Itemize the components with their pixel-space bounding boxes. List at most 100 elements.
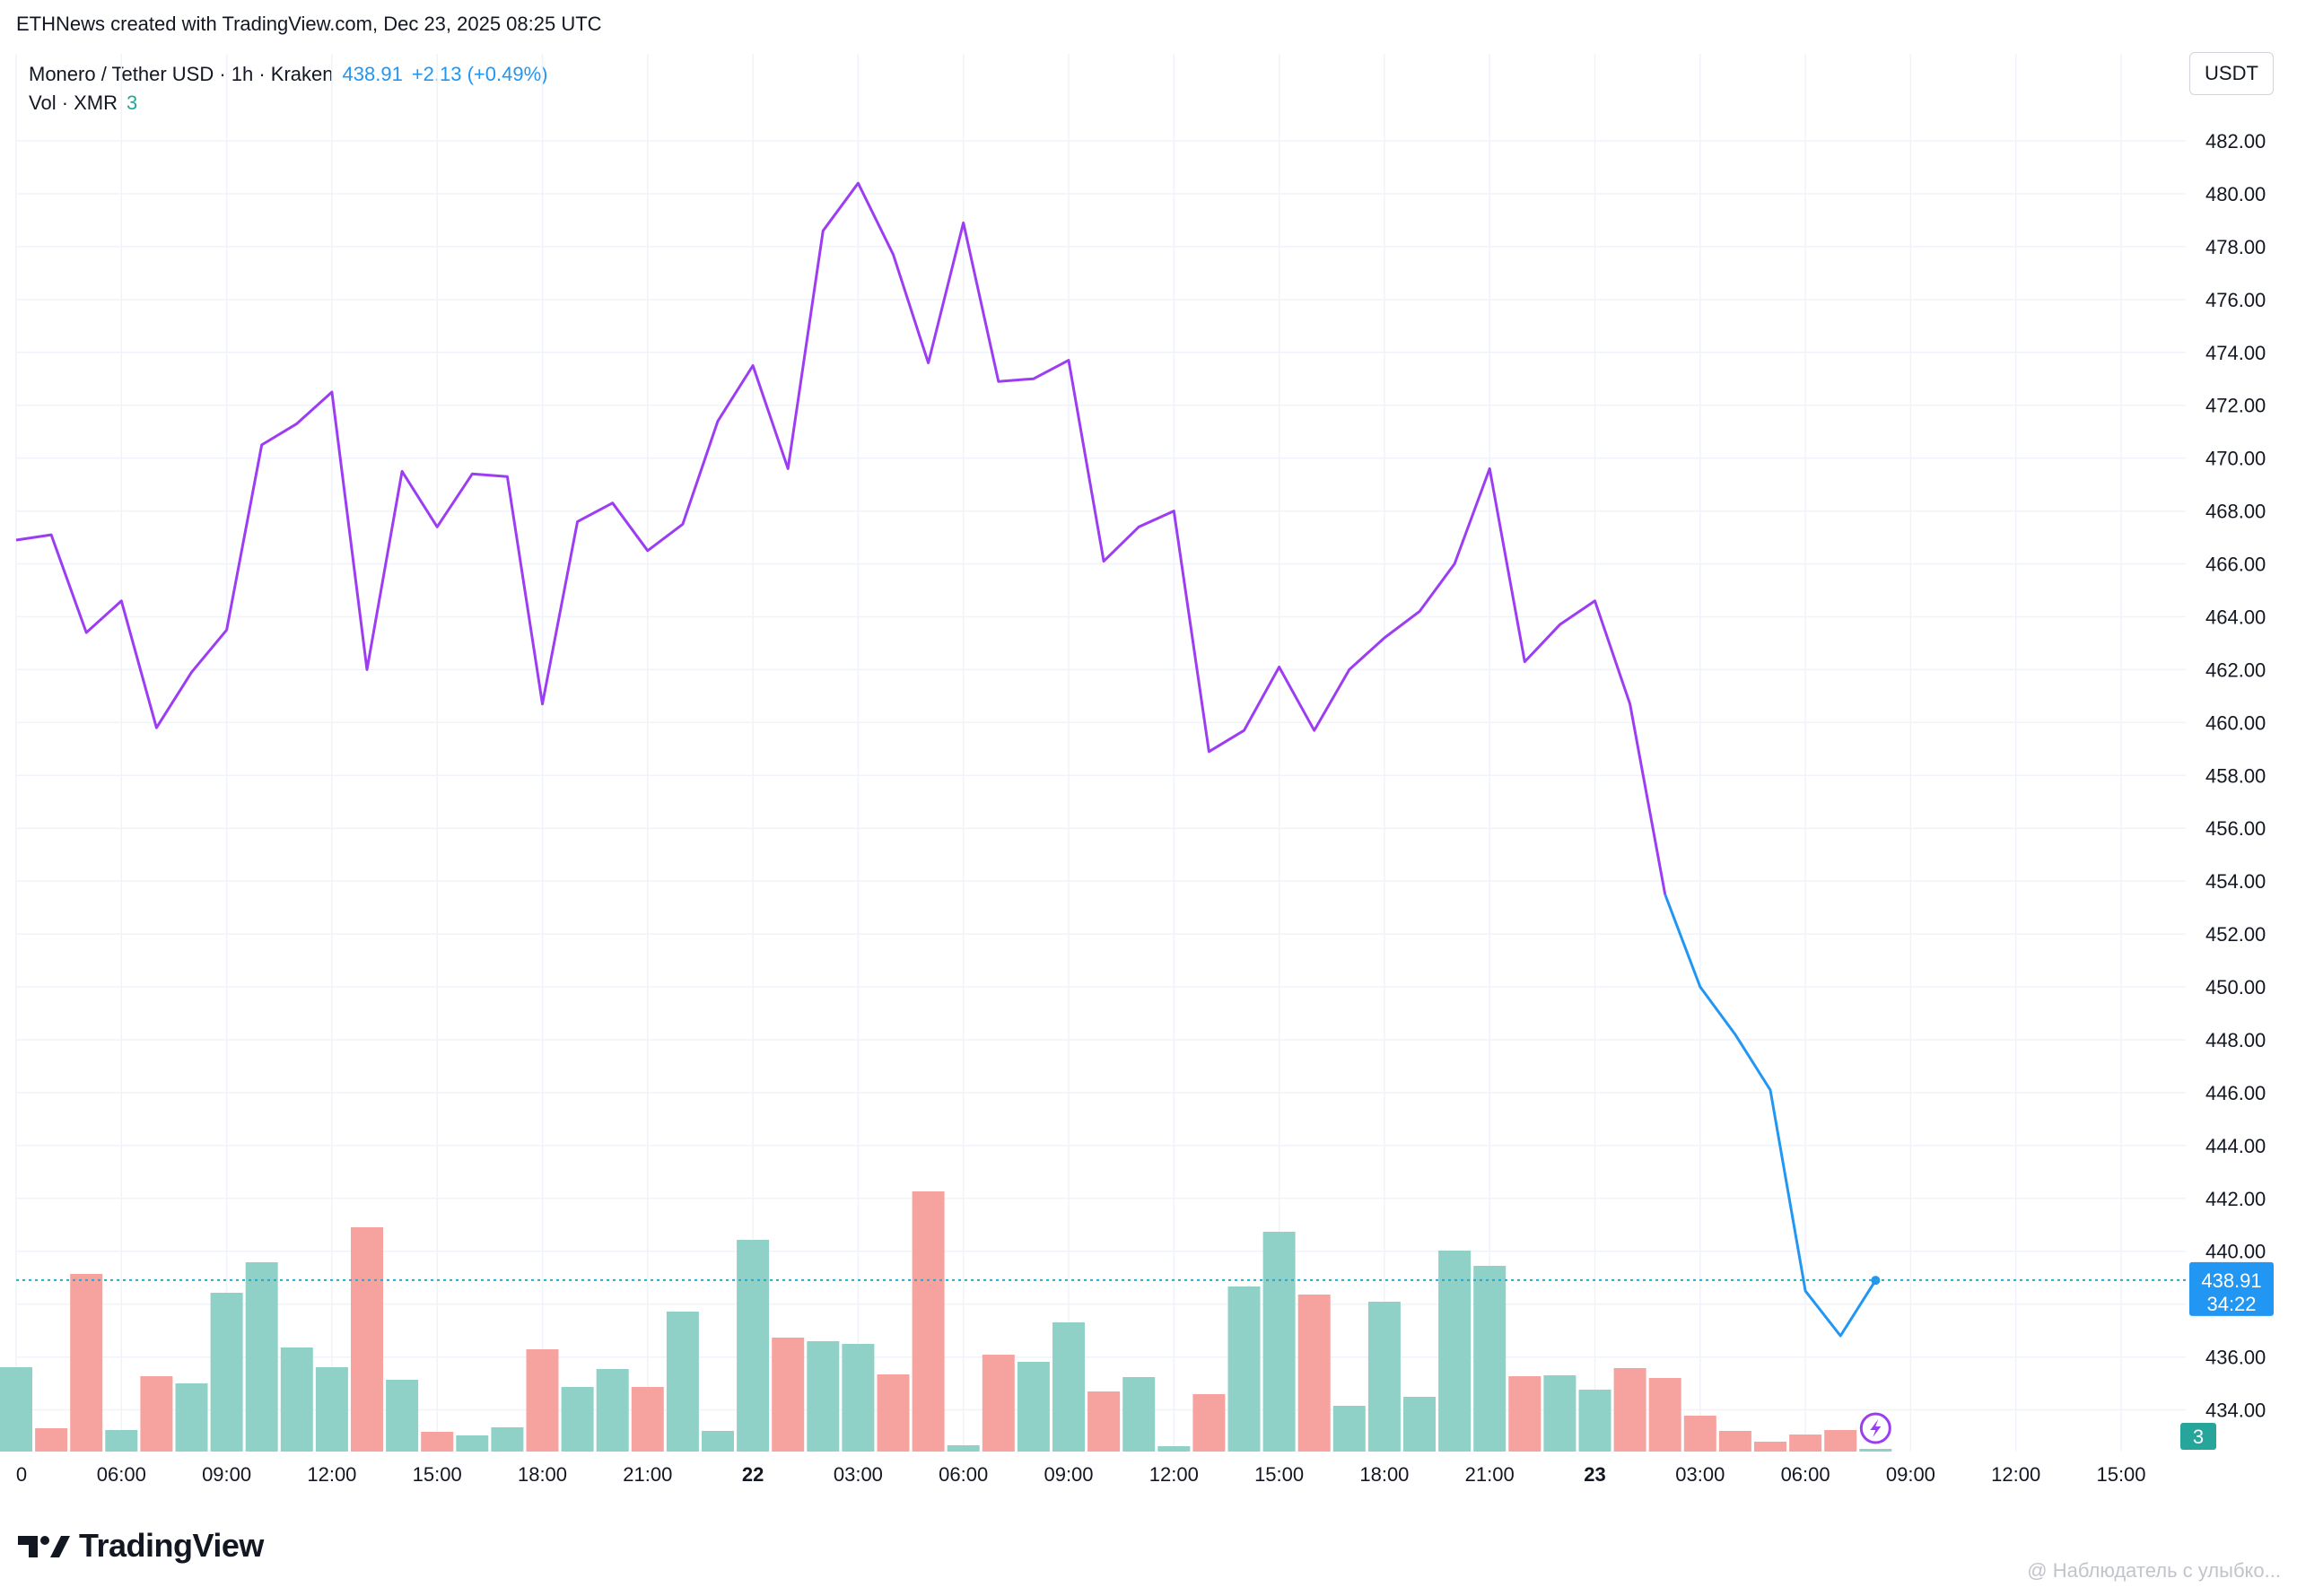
price-tick-label: 444.00 — [2205, 1135, 2266, 1157]
time-tick-label: 06:00 — [97, 1463, 146, 1486]
price-tick-label: 466.00 — [2205, 554, 2266, 576]
volume-bar — [1438, 1251, 1472, 1452]
price-tick-label: 456.00 — [2205, 817, 2266, 840]
currency-unit-button[interactable]: USDT — [2189, 52, 2274, 95]
volume-bar — [140, 1376, 173, 1452]
volume-bar — [105, 1430, 138, 1452]
watermark-text: @ Наблюдатель с улыбко... — [2027, 1559, 2281, 1582]
current-price-tag — [2189, 1261, 2274, 1316]
volume-bar — [1332, 1406, 1366, 1452]
chart-grid — [15, 54, 2186, 1452]
time-tick-label: 0 — [16, 1463, 27, 1486]
time-tick-label: 12:00 — [1991, 1463, 2040, 1486]
volume-bars — [0, 1191, 1892, 1452]
volume-bar — [561, 1387, 594, 1452]
price-tick-label: 468.00 — [2205, 501, 2266, 523]
time-tick-label: 23 — [1584, 1463, 1605, 1486]
time-tick-label: 09:00 — [1044, 1463, 1093, 1486]
volume-bar — [1789, 1435, 1822, 1452]
lightning-bolt-icon — [1870, 1419, 1882, 1437]
volume-bar — [386, 1380, 419, 1452]
volume-bar — [351, 1227, 383, 1452]
time-tick-label: 21:00 — [623, 1463, 672, 1486]
time-tick-label: 21:00 — [1465, 1463, 1515, 1486]
volume-bar — [1683, 1416, 1716, 1452]
volume-bar — [842, 1344, 875, 1452]
volume-bar — [1122, 1377, 1156, 1452]
price-tick-label: 450.00 — [2205, 976, 2266, 999]
volume-bar — [737, 1240, 770, 1452]
volume-bar — [596, 1369, 629, 1452]
bar-countdown: 34:22 — [2206, 1293, 2256, 1315]
price-tick-label: 476.00 — [2205, 289, 2266, 311]
time-tick-label: 18:00 — [518, 1463, 567, 1486]
symbol-legend[interactable]: Monero / Tether USD · 1h · Kraken 438.91… — [29, 63, 548, 86]
volume-title[interactable]: Vol · XMR — [29, 92, 118, 114]
volume-bar — [1578, 1390, 1611, 1452]
price-tick-label: 436.00 — [2205, 1347, 2266, 1369]
volume-bar — [1403, 1397, 1436, 1452]
price-tick-label: 472.00 — [2205, 395, 2266, 417]
volume-bar — [1543, 1375, 1576, 1452]
volume-bar — [35, 1428, 68, 1452]
volume-bar — [1087, 1391, 1121, 1452]
price-tick-label: 452.00 — [2205, 923, 2266, 946]
volume-bar — [1613, 1368, 1646, 1452]
volume-bar — [666, 1312, 699, 1452]
price-tick-label: 446.00 — [2205, 1082, 2266, 1104]
price-line-segment — [1664, 894, 1877, 1338]
volume-bar — [772, 1338, 805, 1452]
volume-bar — [1192, 1394, 1226, 1452]
time-tick-label: 15:00 — [2096, 1463, 2145, 1486]
time-tick-label: 18:00 — [1359, 1463, 1409, 1486]
volume-bar — [1859, 1449, 1892, 1452]
price-tick-label: 478.00 — [2205, 236, 2266, 258]
volume-bar — [807, 1341, 840, 1452]
volume-bar — [912, 1191, 945, 1452]
price-tick-label: 470.00 — [2205, 448, 2266, 470]
volume-bar — [1157, 1446, 1191, 1452]
volume-bar — [421, 1432, 454, 1452]
price-tick-label: 448.00 — [2205, 1029, 2266, 1051]
volume-bar — [1297, 1295, 1331, 1452]
price-tick-label: 458.00 — [2205, 764, 2266, 787]
volume-tag-value: 3 — [2193, 1426, 2204, 1448]
last-price: 438.91 — [342, 63, 403, 85]
volume-bar — [1648, 1378, 1681, 1452]
volume-bar — [1754, 1442, 1786, 1452]
time-axis: 0 06:00 09:00 12:00 15:00 18:00 21:00 22 03:00 06… — [16, 1463, 2146, 1486]
time-tick-label: 06:00 — [939, 1463, 988, 1486]
time-tick-label: 09:00 — [202, 1463, 251, 1486]
time-tick-label: 03:00 — [834, 1463, 883, 1486]
volume-bar — [947, 1445, 980, 1452]
volume-bar — [982, 1355, 1015, 1452]
volume-bar — [631, 1387, 664, 1452]
time-tick-label: 12:00 — [307, 1463, 356, 1486]
price-tick-label: 482.00 — [2205, 130, 2266, 153]
time-tick-label: 09:00 — [1886, 1463, 1935, 1486]
price-tick-label: 462.00 — [2205, 658, 2266, 681]
volume-bar — [1508, 1376, 1542, 1452]
volume-bar — [280, 1347, 313, 1452]
price-tick-label: 442.00 — [2205, 1188, 2266, 1210]
volume-bar — [1017, 1362, 1050, 1452]
volume-bar — [526, 1349, 559, 1452]
price-change: +2.13 (+0.49%) — [411, 63, 548, 85]
price-tick-label: 480.00 — [2205, 183, 2266, 205]
volume-bar — [702, 1431, 734, 1452]
volume-bar — [1052, 1322, 1085, 1452]
price-tick-label: 434.00 — [2205, 1400, 2266, 1422]
volume-bar — [1227, 1286, 1261, 1452]
symbol-title[interactable]: Monero / Tether USD · 1h · Kraken — [29, 63, 334, 85]
time-tick-label: 22 — [742, 1463, 764, 1486]
tradingview-logo[interactable]: TradingView — [18, 1527, 264, 1565]
price-line — [15, 181, 2186, 1444]
volume-tag — [2180, 1423, 2216, 1450]
volume-legend[interactable]: Vol · XMR 3 — [29, 92, 137, 115]
price-tick-label: 474.00 — [2205, 342, 2266, 364]
price-tick-label: 454.00 — [2205, 870, 2266, 893]
time-tick-label: 06:00 — [1781, 1463, 1830, 1486]
volume-value: 3 — [127, 92, 138, 114]
